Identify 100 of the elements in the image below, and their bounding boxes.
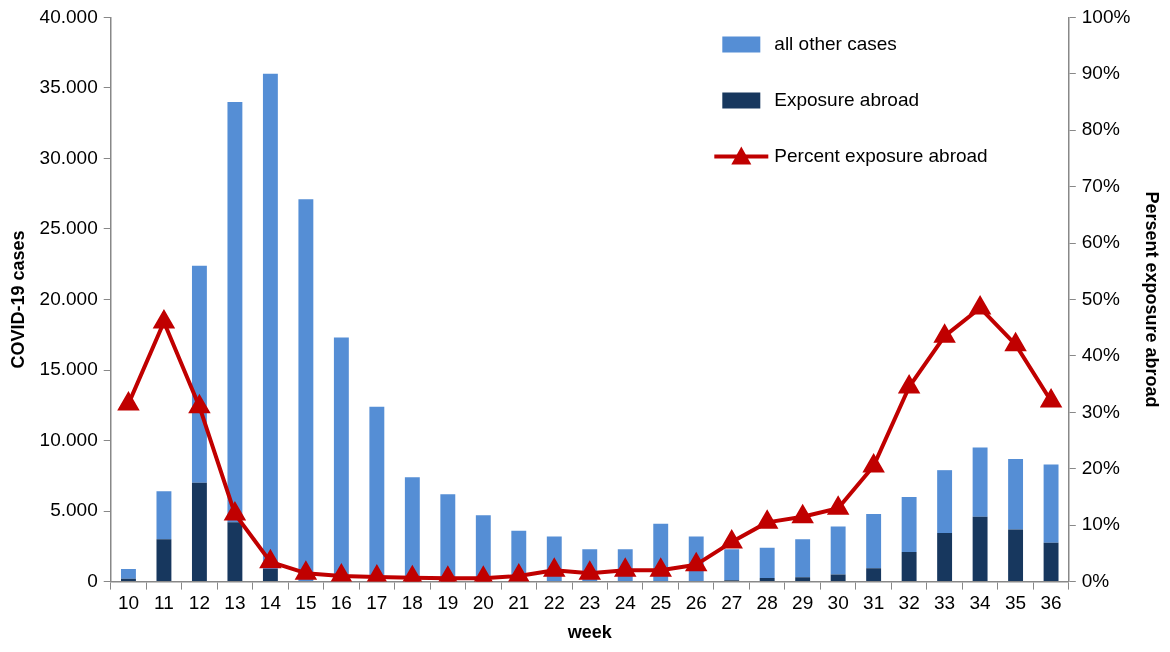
point — [544, 559, 565, 577]
point — [154, 311, 174, 329]
bar — [1008, 529, 1024, 582]
y2-tick-label: 50% — [1081, 287, 1120, 309]
bar — [724, 549, 740, 581]
point — [225, 502, 245, 521]
point — [828, 497, 848, 515]
point — [934, 325, 955, 343]
x-tick-label: 32 — [898, 592, 920, 614]
y-tick-label: 0 — [87, 569, 98, 591]
x-tick-label: 35 — [1005, 592, 1027, 614]
x-tick-label: 13 — [224, 592, 246, 614]
x-tick-label: 20 — [472, 592, 494, 614]
bar — [262, 568, 278, 582]
y2-tick-label: 90% — [1081, 62, 1120, 84]
bar — [156, 491, 172, 540]
legend-label: Exposure abroad — [774, 88, 920, 110]
point — [509, 564, 529, 582]
x-tick-label: 36 — [1040, 592, 1062, 614]
point — [1004, 331, 1027, 352]
bar — [759, 547, 775, 579]
legend-label: Percent exposure abroad — [774, 144, 988, 166]
x-tick-label: 34 — [969, 592, 992, 614]
point — [615, 559, 636, 577]
y-tick-label: 35.000 — [39, 76, 98, 98]
bar — [830, 574, 846, 582]
point — [863, 454, 884, 473]
bar — [972, 447, 988, 517]
bar — [937, 470, 953, 533]
x-tick-label: 15 — [295, 592, 317, 614]
point — [259, 548, 282, 569]
point — [402, 564, 423, 582]
x-tick-label: 12 — [188, 592, 210, 614]
y-tick-label: 40.000 — [39, 5, 98, 27]
point — [367, 566, 387, 582]
bar — [901, 551, 917, 582]
bar — [972, 516, 988, 582]
y-tick-label: 30.000 — [39, 146, 98, 168]
bar — [227, 102, 243, 523]
y2-tick-label: 0% — [1081, 569, 1110, 591]
x-tick-label: 30 — [827, 592, 849, 614]
x-tick-label: 19 — [437, 592, 459, 614]
y2-tick-label: 30% — [1081, 400, 1120, 422]
y-tick-label: 5.000 — [50, 499, 98, 521]
y2-tick-label: 40% — [1081, 344, 1120, 366]
bar — [1008, 458, 1024, 530]
x-tick-label: 31 — [863, 592, 885, 614]
point — [296, 562, 316, 580]
point — [757, 511, 777, 529]
bar — [830, 526, 846, 575]
bar — [795, 577, 811, 582]
x-tick-label: 33 — [934, 592, 956, 614]
bar — [191, 265, 207, 483]
bar — [262, 73, 278, 569]
y2-tick-label: 70% — [1081, 174, 1120, 196]
point — [791, 503, 814, 524]
x-tick-label: 22 — [543, 592, 565, 614]
bar — [937, 532, 953, 582]
x-tick-label: 29 — [792, 592, 814, 614]
point — [331, 564, 352, 582]
point — [188, 393, 211, 414]
point — [685, 551, 708, 572]
bar — [121, 568, 136, 579]
point — [118, 392, 139, 411]
point — [650, 559, 671, 577]
x-tick-label: 26 — [685, 592, 707, 614]
x-tick-label: 11 — [154, 592, 174, 614]
x-tick-label: 17 — [366, 592, 388, 614]
bar — [866, 568, 882, 582]
point — [579, 562, 600, 580]
y2-tick-label: 80% — [1081, 118, 1120, 140]
point — [721, 531, 742, 549]
y2-tick-label: 100% — [1081, 5, 1131, 27]
point — [970, 296, 990, 315]
y-tick-label: 10.000 — [39, 428, 98, 450]
bar — [759, 578, 775, 582]
bar — [227, 522, 243, 582]
bar — [1043, 542, 1059, 582]
x-tick-label: 18 — [401, 592, 423, 614]
point — [1041, 390, 1061, 408]
x-tick-label: 23 — [579, 592, 601, 614]
x-tick-label: 28 — [756, 592, 778, 614]
bar — [191, 482, 207, 582]
y2-tick-label: 20% — [1081, 456, 1120, 478]
y2-tick-label: 60% — [1081, 231, 1120, 253]
y-tick-label: 15.000 — [39, 358, 98, 380]
y2-axis-title: Persent exposure abroad — [1142, 191, 1163, 408]
x-tick-label: 25 — [650, 592, 672, 614]
bar — [156, 539, 172, 582]
point — [899, 375, 919, 394]
bar — [901, 496, 917, 552]
bar — [795, 539, 811, 578]
x-tick-label: 10 — [117, 592, 140, 614]
y2-tick-label: 10% — [1081, 513, 1120, 535]
bar — [1043, 464, 1059, 543]
x-tick-label: 16 — [330, 592, 352, 614]
x-tick-label: 24 — [614, 592, 637, 614]
y-tick-label: 25.000 — [39, 217, 98, 239]
y-axis-title: COVID-19 cases — [7, 230, 28, 369]
bar — [866, 513, 882, 569]
